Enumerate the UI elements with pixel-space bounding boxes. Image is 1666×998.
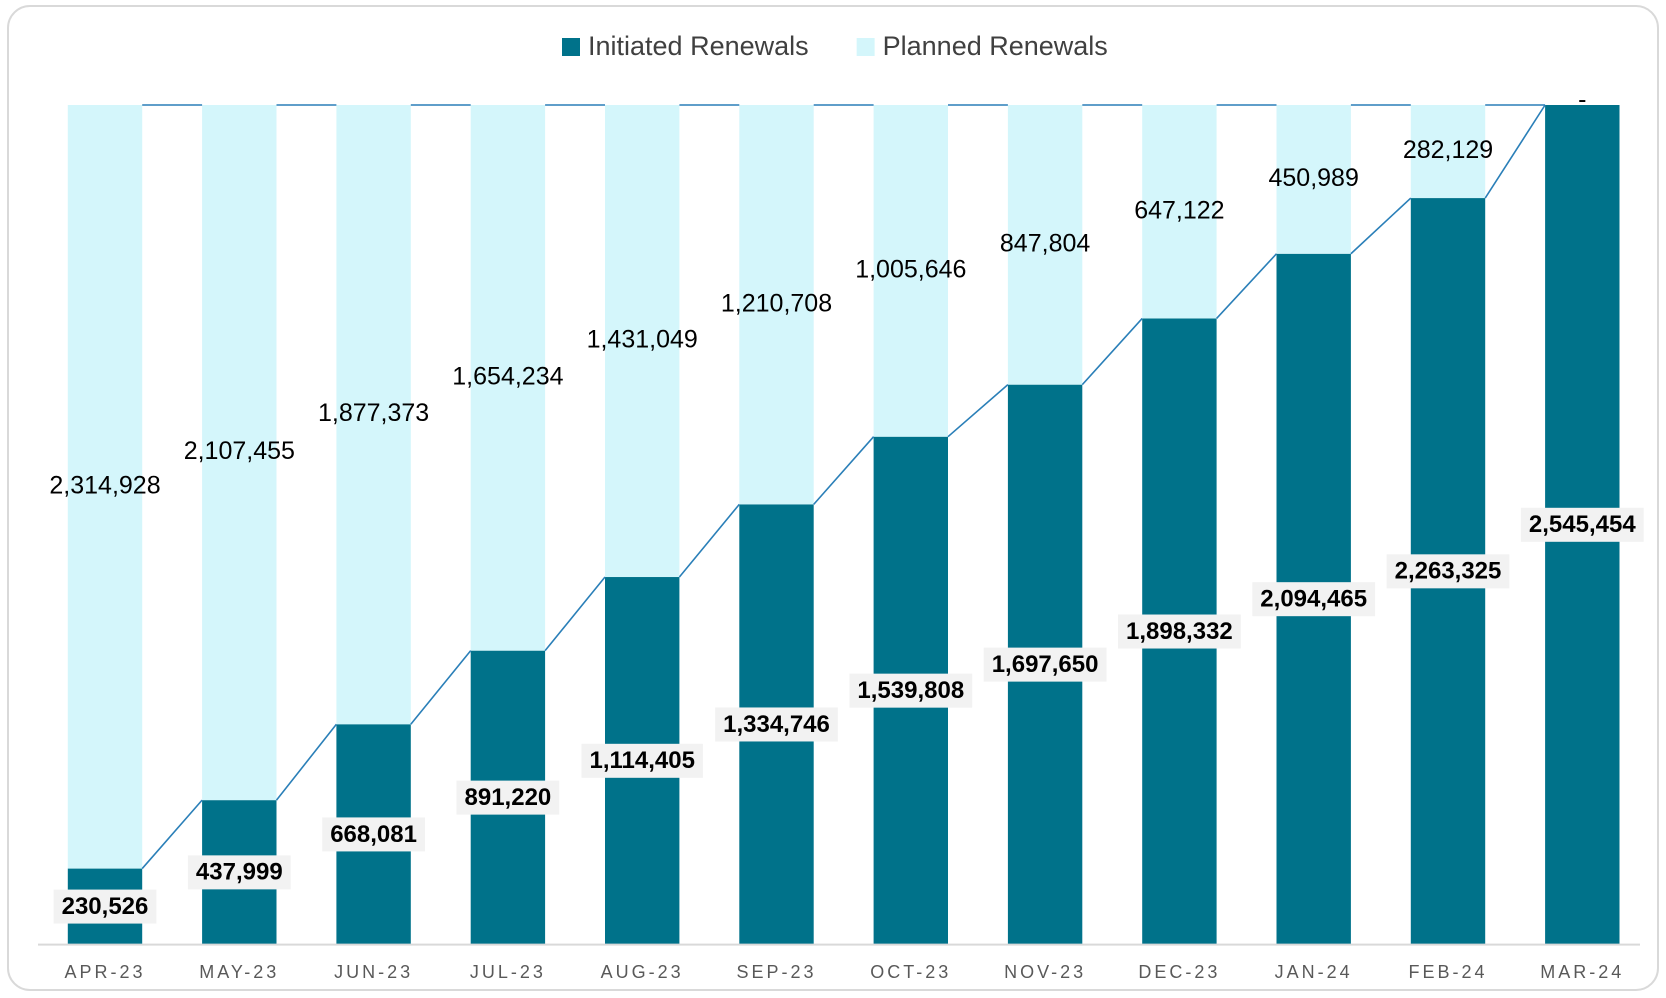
data-label-box [715,707,838,742]
x-tick-label: MAY-23 [199,962,279,982]
series-line [410,650,472,725]
series-line [1350,197,1412,255]
series-line [275,723,338,801]
x-tick-label: FEB-24 [1408,962,1487,982]
data-label-box [581,743,703,778]
data-label: 2,314,928 [49,471,160,499]
bar-segment [202,105,277,801]
x-tick-label: MAR-24 [1540,962,1624,982]
bar-segment [67,105,143,869]
data-label: 668,081 [330,821,417,848]
series-line [544,576,606,652]
series-line [1216,253,1278,319]
data-label: 2,094,465 [1260,586,1367,613]
bar-segment [1276,105,1351,254]
data-label-box [322,817,425,852]
chart-frame [7,5,1659,991]
data-label: 2,107,455 [184,437,295,465]
legend-swatch [856,38,875,56]
bar-segment [336,105,411,725]
data-label-box [53,889,157,924]
series-line [678,503,740,578]
legend: Initiated Renewals Planned Renewals [562,31,1108,61]
data-label-box [456,780,560,815]
data-label: 1,654,234 [452,362,563,390]
x-tick-label: AUG-23 [601,962,684,982]
data-label: 2,545,454 [1529,511,1636,538]
x-tick-label: NOV-23 [1004,962,1086,982]
bar-segment [739,105,814,505]
bar-segment [1007,105,1083,385]
data-label: 450,989 [1269,164,1359,192]
data-label: 647,122 [1134,196,1224,224]
data-label-box [1252,582,1376,617]
data-label: 2,263,325 [1395,558,1502,585]
x-tick-label: JAN-24 [1275,962,1353,982]
legend-label: Initiated Renewals [588,31,809,61]
data-label-box [187,855,291,890]
series-line [813,436,875,505]
data-label: 437,999 [196,859,283,886]
legend-swatch [562,38,580,56]
data-label: 282,129 [1403,136,1493,164]
data-label-box [1386,554,1510,589]
data-label: 1,697,650 [992,651,1099,678]
x-tick-label: SEP-23 [736,962,816,982]
series-line [1081,317,1143,386]
bar-segment [873,105,948,437]
x-tick-label: JUL-23 [470,962,546,982]
data-label: 1,210,708 [721,289,832,317]
bar-segment [605,105,680,578]
data-label: 1,898,332 [1126,618,1233,645]
data-label: - [1578,86,1586,114]
data-label: 1,005,646 [855,255,966,283]
data-label: 1,114,405 [589,747,694,774]
data-label: 891,220 [465,784,552,811]
x-tick-label: JUN-23 [334,962,413,982]
data-label-box [983,647,1107,682]
bar-segment [470,105,546,651]
data-label-box [1118,614,1241,649]
data-label: 1,877,373 [318,399,429,427]
data-label: 1,431,049 [587,326,698,354]
x-tick-label: APR-23 [64,962,145,982]
data-label-box [1520,507,1644,542]
series-line [947,384,1009,438]
data-label: 847,804 [1000,229,1090,257]
series-line [1484,104,1546,199]
data-label-box [849,673,973,708]
x-tick-label: DEC-23 [1138,962,1220,982]
data-label: 1,334,746 [723,711,830,738]
legend-label: Planned Renewals [883,31,1108,61]
bar-segment [1142,105,1217,319]
data-label: 1,539,808 [857,677,964,704]
data-label: 230,526 [62,893,149,920]
bar-segment [1410,105,1486,199]
x-tick-label: OCT-23 [870,962,951,982]
series-line [141,799,203,870]
